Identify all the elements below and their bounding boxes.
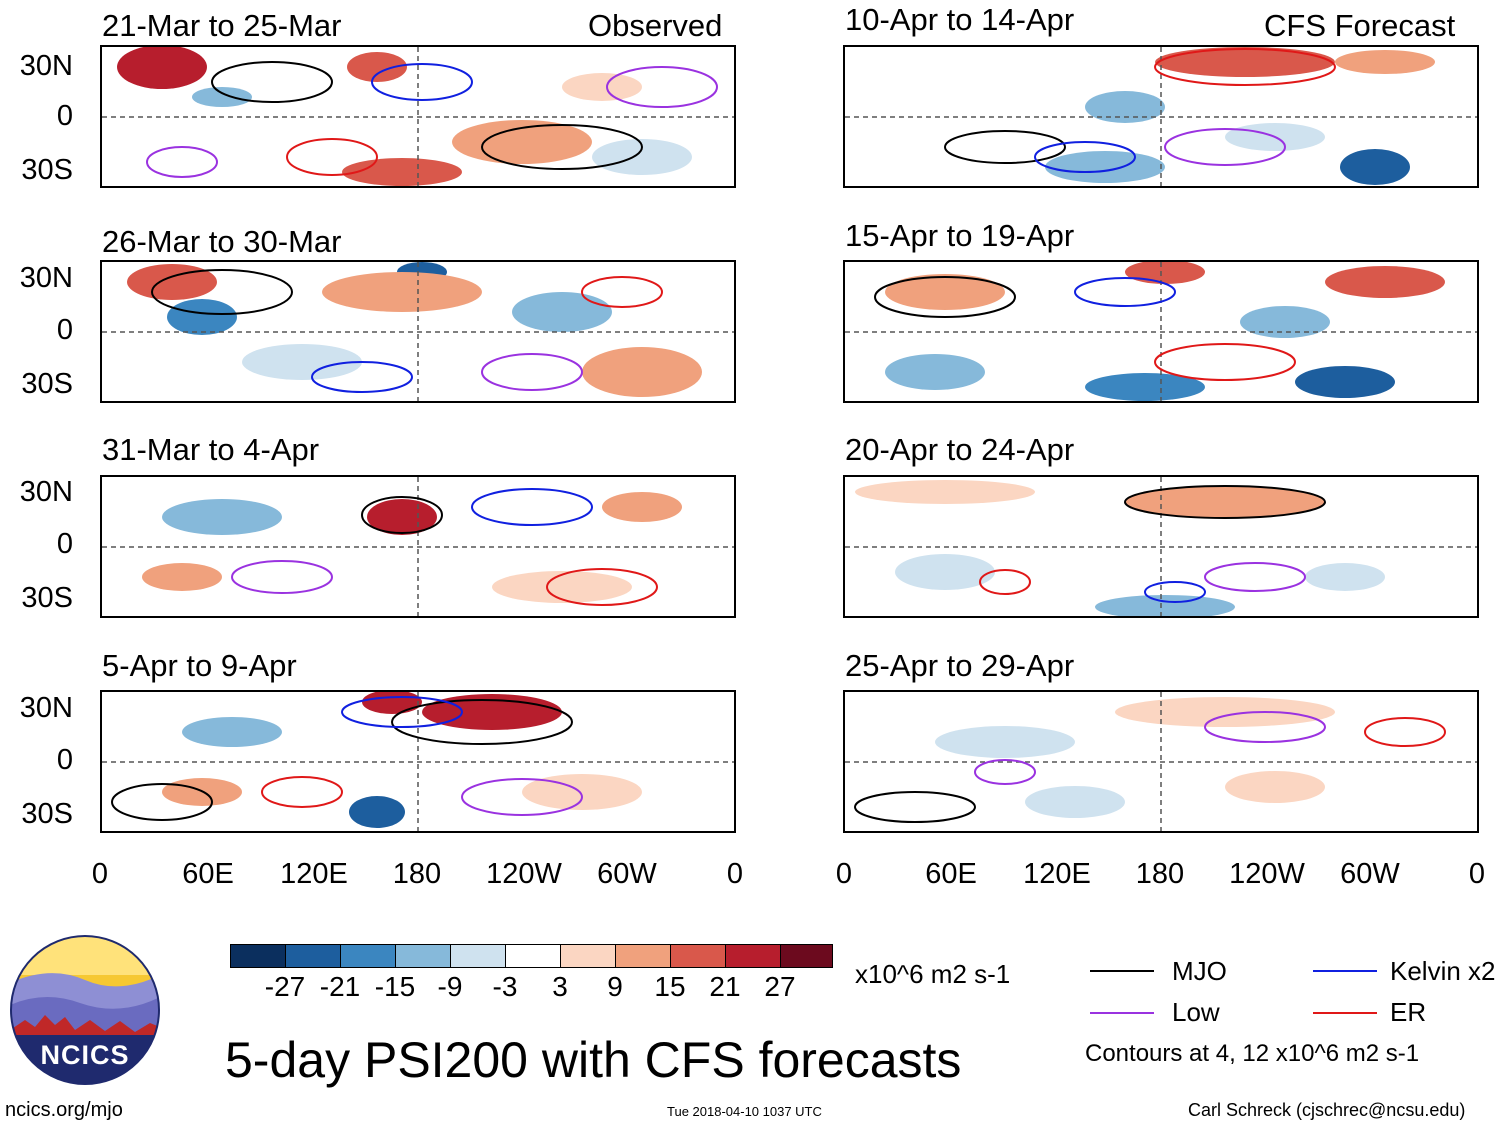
x-tick-120w: 120W bbox=[486, 858, 562, 890]
colorbar-label: 21 bbox=[709, 971, 741, 1002]
x-tick-60w: 60W bbox=[597, 858, 657, 890]
y-tick-30s: 30S bbox=[21, 368, 73, 400]
colorbar-label: -15 bbox=[374, 971, 416, 1002]
x-tick-0-end: 0 bbox=[726, 858, 744, 890]
panel-title-obs-3: 31-Mar to 4-Apr bbox=[102, 432, 320, 467]
x-tick-120e: 120E bbox=[1023, 858, 1091, 890]
x-tick-0: 0 bbox=[835, 858, 853, 890]
colorbar-box-5 bbox=[505, 944, 561, 968]
x-tick-180: 180 bbox=[392, 858, 442, 890]
observed-label: Observed bbox=[588, 8, 723, 43]
y-tick-30n: 30N bbox=[19, 476, 73, 508]
colorbar-label: -3 bbox=[492, 971, 518, 1002]
panel-title-obs-2: 26-Mar to 30-Mar bbox=[102, 224, 342, 259]
panel-title-obs-1: 21-Mar to 25-Mar bbox=[102, 8, 342, 43]
map-panel-fc-2 bbox=[843, 260, 1479, 403]
colorbar-box-0 bbox=[230, 944, 286, 968]
legend-line-low bbox=[1090, 1012, 1154, 1014]
ncics-logo: NCICS bbox=[10, 935, 160, 1085]
x-tick-0: 0 bbox=[91, 858, 109, 890]
y-tick-30n: 30N bbox=[19, 262, 73, 294]
forecast-label: CFS Forecast bbox=[1264, 8, 1456, 43]
y-tick-eq: 0 bbox=[56, 744, 73, 776]
y-tick-30n: 30N bbox=[19, 50, 73, 82]
x-tick-120w: 120W bbox=[1229, 858, 1305, 890]
legend-label-er: ER bbox=[1390, 997, 1427, 1027]
panel-title-obs-4: 5-Apr to 9-Apr bbox=[102, 648, 297, 683]
x-tick-60e: 60E bbox=[182, 858, 234, 890]
colorbar-units: x10^6 m2 s-1 bbox=[855, 959, 1011, 989]
x-tick-120e: 120E bbox=[280, 858, 348, 890]
legend-line-mjo bbox=[1090, 970, 1154, 972]
y-tick-eq: 0 bbox=[56, 100, 73, 132]
y-tick-30s: 30S bbox=[21, 154, 73, 186]
y-tick-eq: 0 bbox=[56, 528, 73, 560]
panel-title-fc-3: 20-Apr to 24-Apr bbox=[845, 432, 1075, 467]
colorbar-label: -21 bbox=[319, 971, 361, 1002]
legend-label-kelvin: Kelvin x2 bbox=[1390, 956, 1496, 986]
map-panel-obs-2 bbox=[100, 260, 736, 403]
legend-line-er bbox=[1313, 1012, 1377, 1014]
panel-title-fc-4: 25-Apr to 29-Apr bbox=[845, 648, 1075, 683]
page-title: 5-day PSI200 with CFS forecasts bbox=[225, 1032, 962, 1088]
panel-title-fc-2: 15-Apr to 19-Apr bbox=[845, 218, 1075, 253]
y-tick-30n: 30N bbox=[19, 692, 73, 724]
panel-title-fc-1: 10-Apr to 14-Apr bbox=[845, 2, 1075, 37]
legend-label-mjo: MJO bbox=[1172, 956, 1227, 986]
x-tick-180: 180 bbox=[1135, 858, 1185, 890]
colorbar-box-9 bbox=[725, 944, 781, 968]
colorbar-box-3 bbox=[395, 944, 451, 968]
y-tick-30s: 30S bbox=[21, 798, 73, 830]
timestamp: Tue 2018-04-10 1037 UTC bbox=[667, 1104, 822, 1119]
y-tick-eq: 0 bbox=[56, 314, 73, 346]
x-tick-0-end: 0 bbox=[1468, 858, 1486, 890]
legend-label-low: Low bbox=[1172, 997, 1220, 1027]
colorbar-box-4 bbox=[450, 944, 506, 968]
map-panel-fc-1 bbox=[843, 45, 1479, 188]
colorbar-box-6 bbox=[560, 944, 616, 968]
legend-line-kelvin bbox=[1313, 970, 1377, 972]
colorbar-label: 27 bbox=[764, 971, 796, 1002]
map-panel-fc-4 bbox=[843, 690, 1479, 833]
colorbar-box-10 bbox=[780, 944, 833, 968]
colorbar-label: -9 bbox=[437, 971, 463, 1002]
map-panel-obs-4 bbox=[100, 690, 736, 833]
map-panel-fc-3 bbox=[843, 475, 1479, 618]
colorbar-box-2 bbox=[340, 944, 396, 968]
x-tick-60w: 60W bbox=[1340, 858, 1400, 890]
colorbar-label: 3 bbox=[552, 971, 568, 1002]
logo-text: NCICS bbox=[40, 1040, 130, 1070]
website-link[interactable]: ncics.org/mjo bbox=[5, 1099, 123, 1121]
colorbar-box-8 bbox=[670, 944, 726, 968]
colorbar-label: -27 bbox=[264, 971, 306, 1002]
legend-note: Contours at 4, 12 x10^6 m2 s-1 bbox=[1085, 1040, 1420, 1067]
map-panel-obs-1 bbox=[100, 45, 736, 188]
credit: Carl Schreck (cjschrec@ncsu.edu) bbox=[1188, 1100, 1466, 1120]
colorbar-label: 9 bbox=[607, 971, 623, 1002]
map-panel-obs-3 bbox=[100, 475, 736, 618]
x-tick-60e: 60E bbox=[925, 858, 977, 890]
colorbar-box-7 bbox=[615, 944, 671, 968]
colorbar-label: 15 bbox=[654, 971, 686, 1002]
colorbar-box-1 bbox=[285, 944, 341, 968]
y-tick-30s: 30S bbox=[21, 582, 73, 614]
